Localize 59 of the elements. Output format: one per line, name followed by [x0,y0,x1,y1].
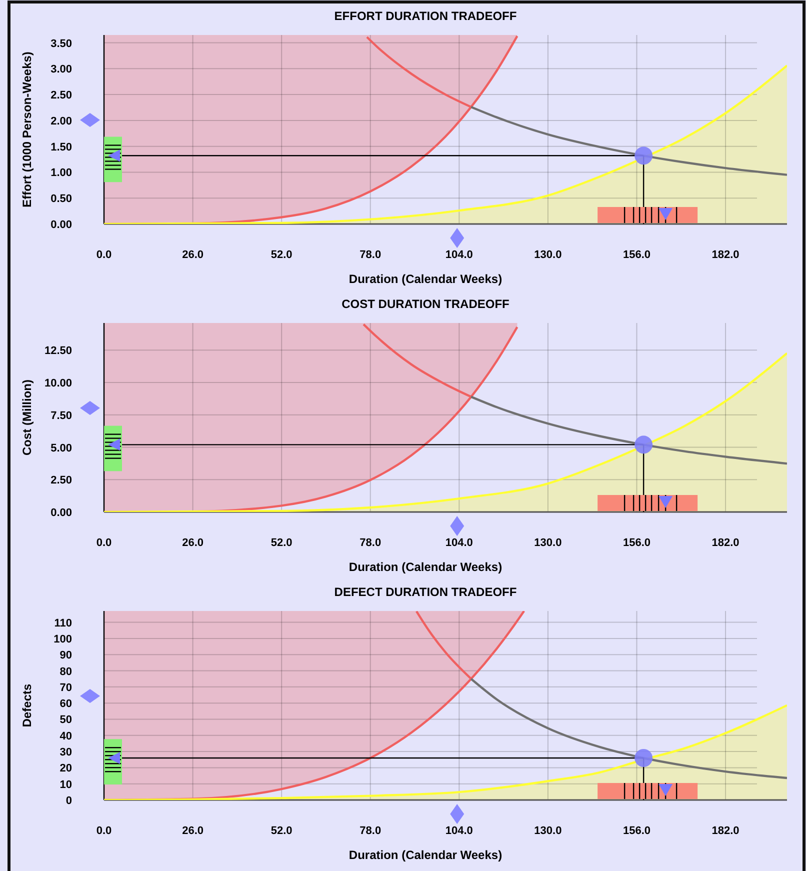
y-tick-label: 110 [54,617,72,630]
y-tick-label: 30 [60,746,72,759]
y-tick-label: 1.00 [50,167,72,180]
chart-title: DEFECT DURATION TRADEOFF [334,585,517,599]
x-tick-label: 78.0 [360,825,382,837]
x-tick-label: 156.0 [622,825,651,837]
x-tick-label: 156.0 [622,537,651,549]
y-tick-label: 2.50 [50,474,72,487]
x-tick-label: 182.0 [712,537,740,549]
y-tick-label: 100 [54,633,72,646]
x-tick-label: 104.0 [445,249,473,261]
y-tick-label: 50 [60,714,72,726]
y-tick-label: 90 [60,650,72,662]
y-tick-label: 60 [60,698,72,710]
y-tick-label: 0.00 [50,219,72,231]
y-tick-label: 3.00 [50,64,72,76]
y-axis-title: Cost (Million) [20,380,34,456]
y-axis-title: Effort (1000 Person-Weeks) [20,52,34,208]
y-tick-label: 5.00 [50,442,72,454]
y-tick-label: 2.00 [50,115,72,128]
x-tick-label: 78.0 [360,249,382,261]
y-tick-label: 0.50 [50,193,72,206]
x-tick-label: 182.0 [712,249,740,261]
y-tick-label: 10.00 [44,378,72,390]
y-tick-label: 10 [60,778,72,791]
x-axis-title: Duration (Calendar Weeks) [348,560,502,574]
y-tick-label: 0 [66,795,72,807]
x-tick-label: 52.0 [270,249,292,261]
x-tick-label: 104.0 [445,537,473,549]
y-axis-title: Defects [20,684,34,728]
y-tick-label: 12.50 [44,345,72,358]
x-tick-label: 26.0 [182,249,204,261]
x-tick-label: 130.0 [534,249,562,261]
x-tick-label: 78.0 [360,537,382,549]
y-tick-label: 20 [60,762,72,775]
x-tick-label: 0.0 [96,825,112,837]
x-tick-label: 26.0 [182,825,204,837]
y-tick-label: 70 [60,682,72,694]
x-tick-label: 52.0 [270,537,292,549]
x-tick-label: 26.0 [182,537,204,549]
y-tick-label: 2.50 [50,90,72,102]
y-tick-label: 1.50 [50,141,72,154]
y-tick-label: 0.00 [50,507,72,519]
y-tick-label: 40 [60,730,72,742]
x-axis-title: Duration (Calendar Weeks) [348,272,502,286]
x-tick-label: 52.0 [270,825,292,837]
x-tick-label: 104.0 [445,825,473,837]
y-tick-label: 3.50 [50,38,72,50]
x-tick-label: 0.0 [96,249,112,261]
x-tick-label: 130.0 [534,825,562,837]
x-tick-label: 182.0 [712,825,740,837]
chart-title: COST DURATION TRADEOFF [342,297,510,311]
y-tick-label: 7.50 [50,410,72,422]
x-tick-label: 130.0 [534,537,562,549]
x-axis-title: Duration (Calendar Weeks) [348,848,502,862]
chart-title: EFFORT DURATION TRADEOFF [334,9,517,23]
y-tick-label: 80 [60,666,72,678]
x-tick-label: 156.0 [622,249,651,261]
x-tick-label: 0.0 [96,537,112,549]
